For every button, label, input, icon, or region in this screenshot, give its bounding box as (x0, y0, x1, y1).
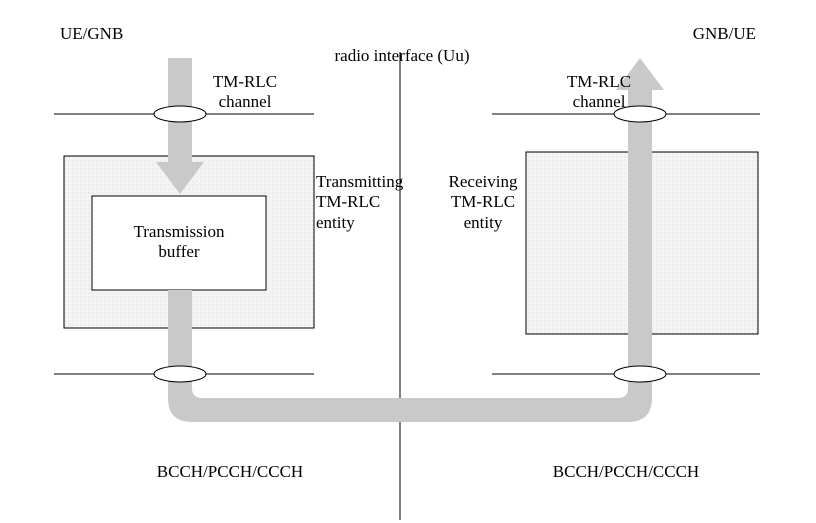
ue-gnb-left-label: UE/GNB (60, 24, 123, 44)
sap-bottom-right (614, 366, 666, 382)
sap-bottom-left (154, 366, 206, 382)
transmission-buffer-label: Transmission buffer (92, 222, 266, 263)
diagram-container: UE/GNB GNB/UE radio interface (Uu) TM-RL… (0, 0, 816, 523)
sap-top-left (154, 106, 206, 122)
tm-rlc-channel-left-label: TM-RLC channel (200, 72, 290, 113)
gnb-ue-right-label: GNB/UE (693, 24, 756, 44)
bcch-right-label: BCCH/PCCH/CCCH (526, 462, 726, 482)
radio-interface-label: radio interface (Uu) (312, 46, 492, 66)
receiving-entity-label: Receiving TM-RLC entity (438, 172, 528, 233)
bcch-left-label: BCCH/PCCH/CCCH (130, 462, 330, 482)
transmitting-entity-label: Transmitting TM-RLC entity (316, 172, 426, 233)
tm-rlc-channel-right-label: TM-RLC channel (554, 72, 644, 113)
